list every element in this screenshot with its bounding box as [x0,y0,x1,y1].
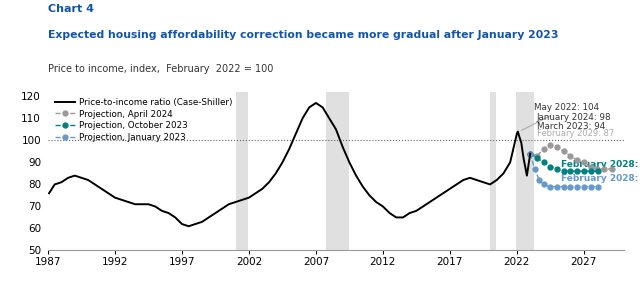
Text: Price to income, index,  February  2022 = 100: Price to income, index, February 2022 = … [48,64,273,74]
Text: February 2028: 79: February 2028: 79 [561,174,640,183]
Bar [490,92,495,250]
Text: Expected housing affordability correction became more gradual after January 2023: Expected housing affordability correctio… [48,30,559,40]
Text: February 2029: 87: February 2029: 87 [537,129,614,138]
Text: May 2022: 104: May 2022: 104 [522,103,600,130]
Bar [236,92,248,250]
Text: March 2023: 94: March 2023: 94 [537,122,605,130]
Text: January 2024: 98: January 2024: 98 [537,113,612,122]
Bar [516,92,534,250]
Text: February 2028: 86: February 2028: 86 [561,160,640,169]
Legend: Price-to-income ratio (Case-Shiller), Projection, April 2024, Projection, Octobe: Price-to-income ratio (Case-Shiller), Pr… [55,98,232,142]
Text: Chart 4: Chart 4 [48,4,94,14]
Bar [326,92,349,250]
